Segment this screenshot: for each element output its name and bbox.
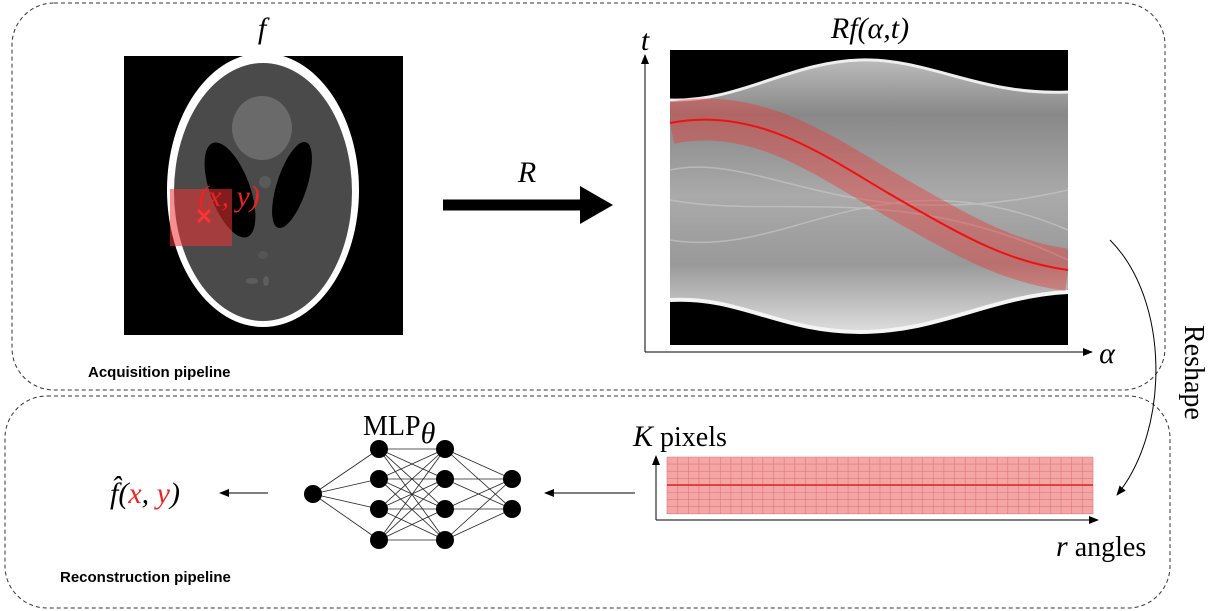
- r-symbol: r: [1056, 530, 1068, 563]
- pixels-word: pixels: [653, 422, 727, 453]
- mlp-subscript: θ: [421, 417, 436, 450]
- output-label: f̂(x, y): [110, 476, 180, 510]
- mlp-node: [436, 500, 454, 518]
- sinogram-y-label: t: [641, 24, 650, 57]
- output-y: y: [154, 477, 171, 510]
- mlp-node: [370, 470, 388, 488]
- k-symbol: K: [632, 420, 655, 453]
- grid-x-label: r angles: [1056, 530, 1146, 563]
- mlp-edge: [313, 479, 379, 494]
- reshape-label: Reshape: [1178, 325, 1209, 420]
- reconstruction-label: Reconstruction pipeline: [60, 569, 231, 586]
- mlp-node: [436, 470, 454, 488]
- sinogram-label: Rf(α,t): [830, 12, 909, 45]
- mlp-edge: [313, 449, 379, 494]
- output-f: f̂(: [110, 476, 130, 510]
- output-comma: ,: [142, 477, 157, 510]
- mlp-node: [304, 485, 322, 503]
- mlp-text: MLP: [363, 411, 421, 442]
- output-close: ): [168, 477, 180, 510]
- sinogram: [670, 50, 1068, 345]
- mlp-node: [370, 531, 388, 549]
- mlp-edge: [445, 449, 512, 479]
- mlp-edge: [313, 494, 379, 509]
- mlp-node: [436, 440, 454, 458]
- mlp-node: [370, 500, 388, 518]
- acquisition-label: Acquisition pipeline: [88, 364, 231, 381]
- output-x: x: [127, 477, 142, 510]
- diagram: Acquisition pipeline Reconstruction pipe…: [0, 0, 1219, 611]
- mlp-node: [503, 470, 521, 488]
- angles-word: angles: [1068, 532, 1147, 563]
- point-label: (x, y): [198, 180, 260, 213]
- reshaped-grid: [667, 457, 1093, 514]
- operator-label: R: [517, 156, 536, 189]
- operator-arrow-head: [580, 186, 613, 224]
- reshape-arrow: [1110, 240, 1156, 495]
- phantom-image: [124, 53, 403, 335]
- mlp-edge: [313, 494, 379, 540]
- mlp-network: [304, 440, 521, 549]
- mlp-edge: [445, 509, 512, 540]
- mlp-node: [370, 440, 388, 458]
- image-label: f: [258, 12, 270, 45]
- sinogram-x-label: α: [1099, 337, 1116, 370]
- mlp-node: [503, 500, 521, 518]
- mlp-node: [436, 531, 454, 549]
- mlp-edge: [445, 479, 512, 540]
- grid-y-label: K pixels: [632, 420, 727, 453]
